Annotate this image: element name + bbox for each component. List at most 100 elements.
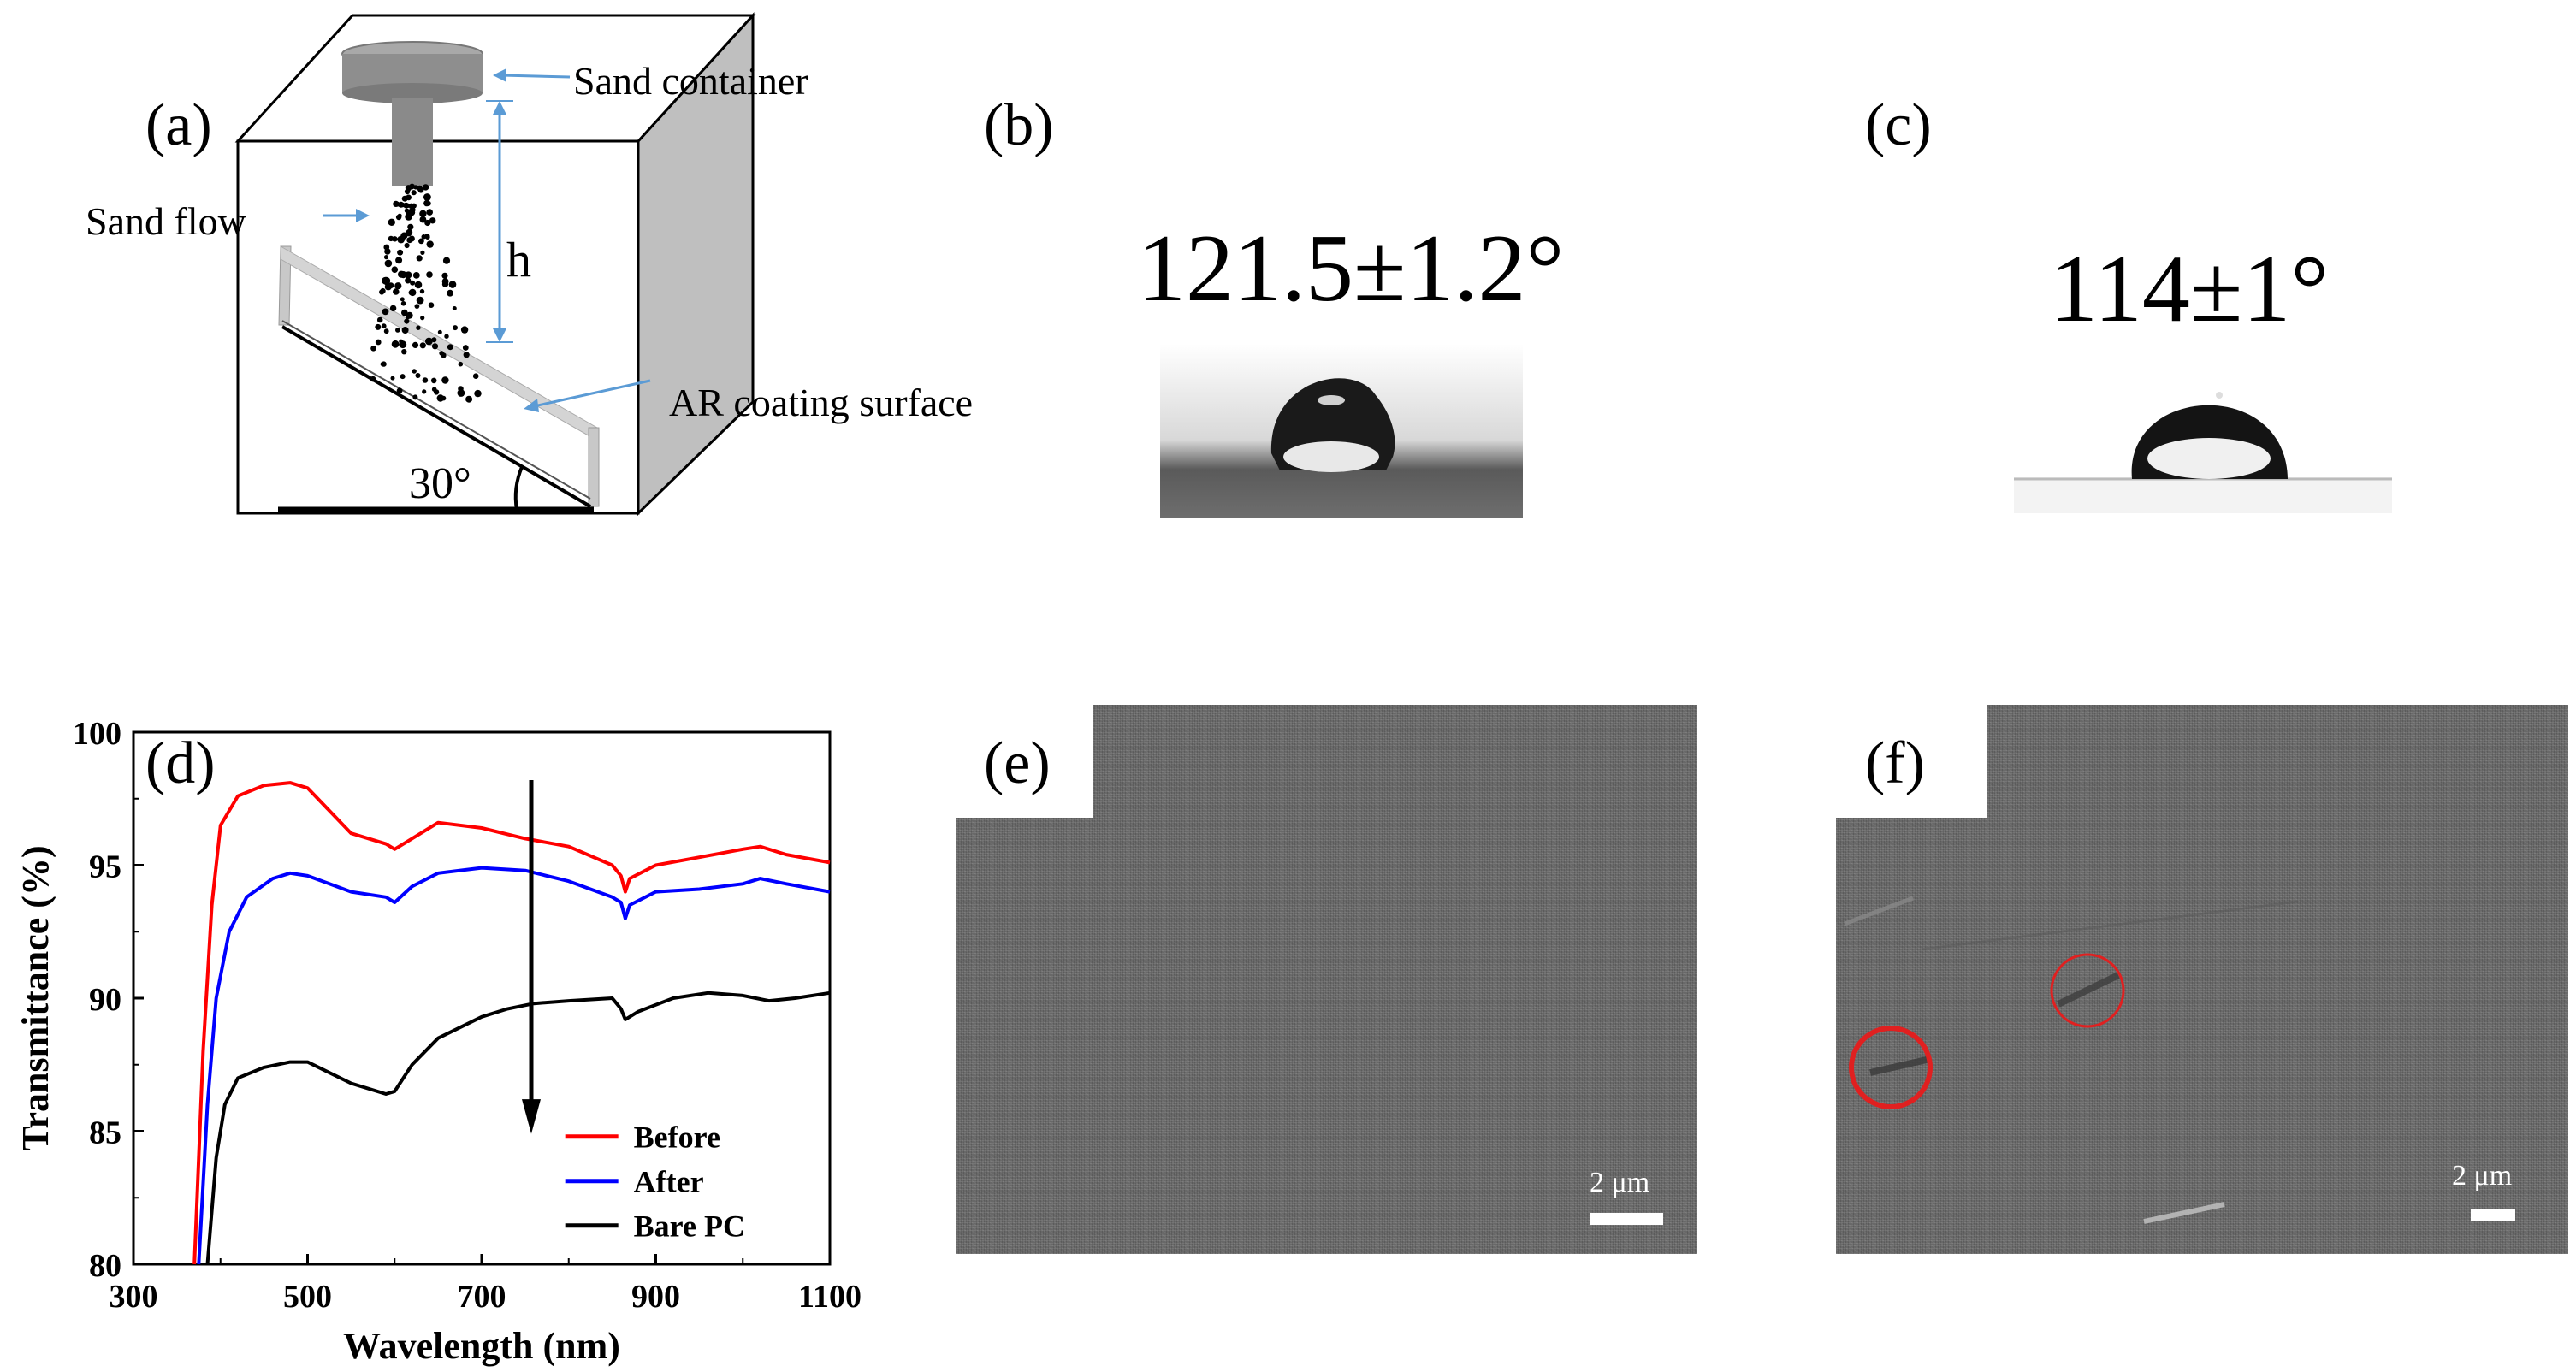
sand-particle bbox=[448, 281, 457, 288]
sand-particle bbox=[390, 376, 395, 381]
sand-particle bbox=[465, 395, 473, 403]
scale-bar-f bbox=[2471, 1209, 2515, 1221]
sand-particle bbox=[442, 257, 451, 264]
sand-erosion-schematic bbox=[234, 12, 756, 517]
chart-series bbox=[192, 781, 831, 1265]
x-tick-label: 900 bbox=[631, 1279, 680, 1315]
sand-particle bbox=[404, 318, 410, 324]
sand-particle bbox=[419, 342, 426, 349]
sand-particle bbox=[382, 276, 389, 285]
series-line-1 bbox=[197, 866, 831, 1265]
ar-coating-arrow bbox=[533, 379, 651, 408]
sand-particle bbox=[410, 280, 416, 286]
legend-label: After bbox=[634, 1165, 704, 1199]
legend-label: Bare PC bbox=[634, 1209, 745, 1244]
series-line-2 bbox=[205, 991, 831, 1265]
sand-particle bbox=[406, 237, 413, 244]
h-arrow-down bbox=[493, 328, 506, 342]
sand-particle bbox=[410, 289, 417, 296]
scale-bar-label-f: 2 μm bbox=[2452, 1160, 2513, 1192]
sand-particle bbox=[447, 344, 453, 351]
sand-particle bbox=[370, 376, 376, 382]
sand-container-bottom bbox=[342, 83, 483, 103]
sand-particle bbox=[383, 244, 390, 251]
sand-particle bbox=[452, 306, 457, 310]
series-line-0 bbox=[192, 781, 831, 1265]
sand-particle bbox=[395, 328, 400, 333]
droplet-photo-c bbox=[2014, 351, 2392, 513]
sand-particle bbox=[429, 217, 436, 224]
sand-particle bbox=[382, 308, 389, 316]
sand-particle bbox=[416, 296, 424, 305]
scratch-3 bbox=[1869, 1056, 1931, 1076]
sand-nozzle bbox=[392, 98, 433, 186]
sand-particle bbox=[447, 289, 453, 297]
sand-particle bbox=[411, 190, 417, 196]
sand-particle bbox=[422, 389, 427, 394]
sand-particle bbox=[424, 234, 430, 240]
x-tick-labels: 300 500 700 900 1100 bbox=[110, 1279, 862, 1315]
sand-container-label: Sand container bbox=[573, 59, 808, 103]
sand-particle bbox=[425, 337, 433, 346]
sand-particle bbox=[381, 361, 387, 367]
sand-particle bbox=[414, 304, 420, 309]
sand-particle bbox=[431, 343, 439, 350]
sand-particle bbox=[400, 297, 405, 302]
defect-marker-circle-2 bbox=[2050, 953, 2125, 1028]
chart-frame bbox=[132, 730, 832, 1266]
sand-particle bbox=[426, 240, 434, 248]
sand-particle bbox=[418, 238, 424, 245]
sand-particle bbox=[404, 242, 410, 249]
sand-flow-particles bbox=[370, 183, 482, 403]
scale-bar-label-e: 2 μm bbox=[1590, 1167, 1650, 1198]
sand-particle bbox=[425, 200, 431, 206]
sand-particle bbox=[420, 250, 425, 255]
sand-particle bbox=[401, 349, 407, 355]
sand-particle bbox=[420, 316, 425, 321]
sand-particle bbox=[439, 351, 445, 356]
sand-container-arrow bbox=[500, 74, 571, 79]
sand-particle bbox=[400, 374, 406, 380]
x-tick-label: 700 bbox=[458, 1279, 506, 1315]
transmittance-chart: 80 85 90 95 100 300 500 700 900 1100 Before After… bbox=[15, 716, 862, 1367]
sand-particle bbox=[444, 334, 449, 339]
sand-particle bbox=[401, 309, 408, 316]
x-tick-label: 500 bbox=[283, 1279, 332, 1315]
sand-particle bbox=[389, 305, 397, 312]
sand-particle bbox=[412, 341, 419, 348]
sand-particle bbox=[458, 361, 464, 367]
sand-particle bbox=[419, 288, 425, 294]
sand-particle bbox=[383, 328, 389, 334]
sand-particle bbox=[422, 377, 429, 383]
x-tick-label: 1100 bbox=[798, 1279, 862, 1315]
sand-particle bbox=[370, 346, 376, 352]
sand-particle bbox=[380, 287, 386, 294]
sand-particle bbox=[401, 327, 409, 334]
sand-particle bbox=[400, 301, 406, 306]
y-tick-label: 85 bbox=[89, 1115, 121, 1151]
sand-particle bbox=[381, 323, 387, 329]
sand-container-arrowhead bbox=[493, 68, 506, 82]
scratch-5 bbox=[1921, 900, 2299, 951]
sand-particle bbox=[397, 249, 404, 256]
sand-particle bbox=[460, 326, 469, 334]
sand-particle bbox=[412, 394, 418, 400]
panel-e-label-box bbox=[956, 705, 1093, 818]
sand-particle bbox=[426, 271, 433, 278]
sand-particle bbox=[442, 282, 447, 287]
sand-particle bbox=[441, 272, 448, 279]
sand-particle bbox=[383, 255, 389, 260]
angle-label: 30° bbox=[409, 459, 471, 508]
sand-particle bbox=[395, 214, 402, 221]
panel-f-label-box bbox=[1836, 705, 1987, 818]
sand-particle bbox=[422, 184, 429, 191]
contact-angle-value-b: 121.5±1.2° bbox=[1138, 216, 1565, 322]
sand-particle bbox=[472, 373, 479, 380]
sand-particle bbox=[391, 340, 400, 348]
sand-particle bbox=[401, 195, 408, 202]
sand-particle bbox=[430, 377, 437, 384]
sand-particle bbox=[441, 395, 447, 401]
defect-marker-circle-1 bbox=[1849, 1026, 1933, 1109]
chart-legend: Before After Bare PC bbox=[565, 1121, 745, 1244]
